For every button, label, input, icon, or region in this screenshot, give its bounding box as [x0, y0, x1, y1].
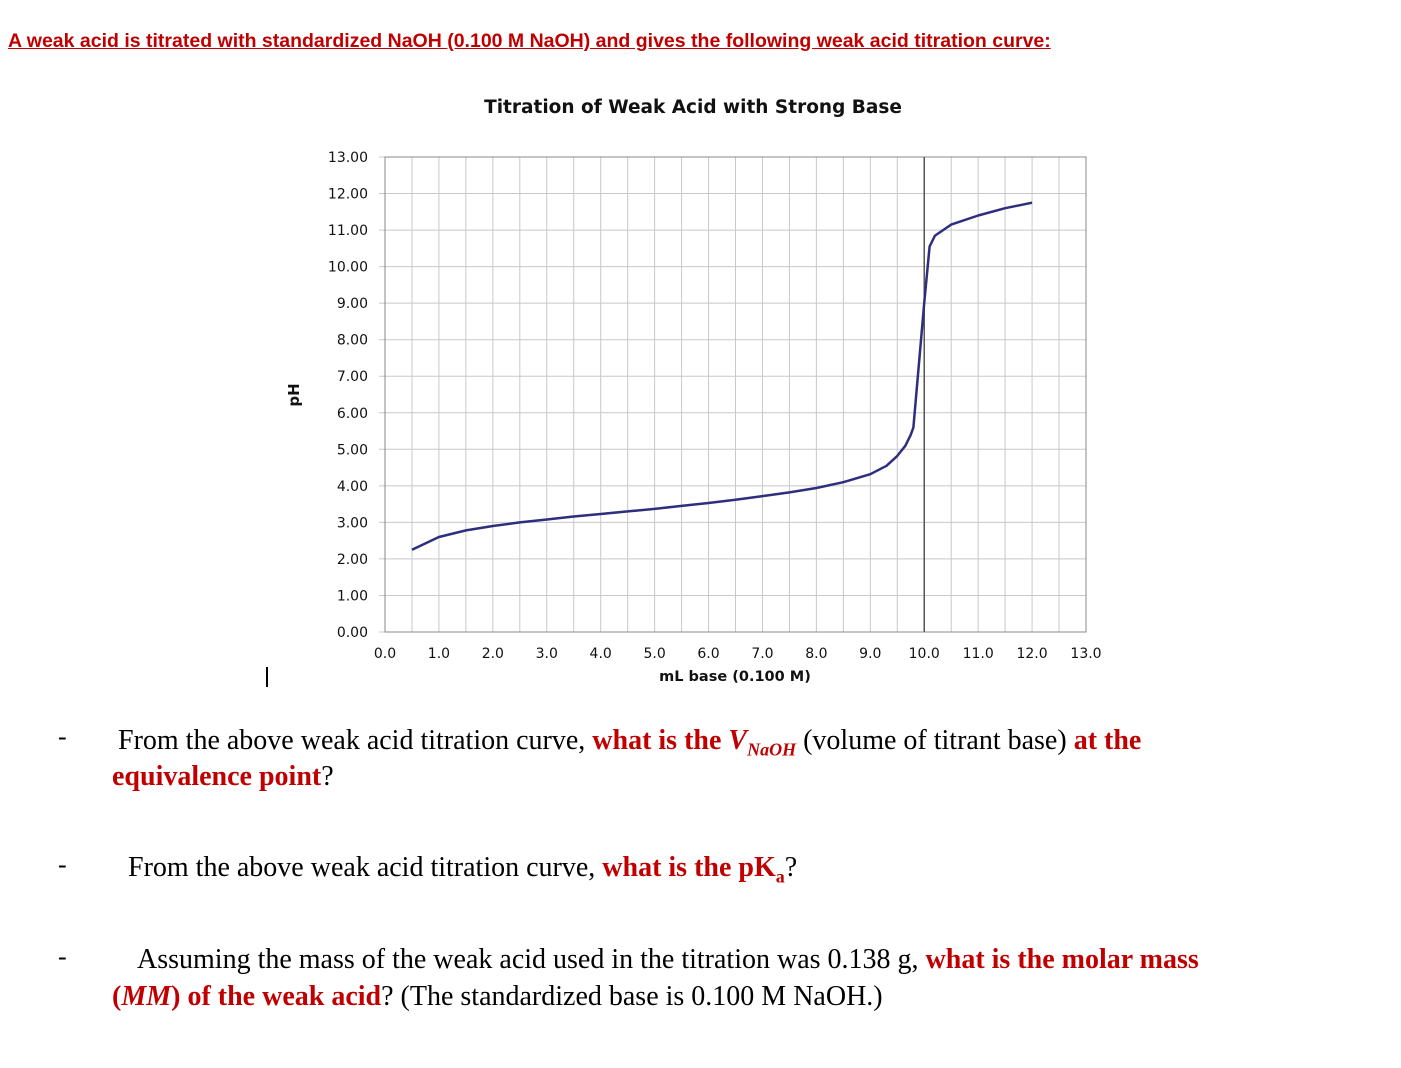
y-tick-label: 6.00: [337, 406, 368, 422]
question-3-line-1: Assuming the mass of the weak acid used …: [137, 942, 1199, 978]
y-tick-label: 2.00: [337, 552, 368, 568]
y-tick-label: 7.00: [337, 369, 368, 385]
x-tick-label: 10.0: [909, 646, 940, 662]
question-2-emphasis: what is the pK: [602, 852, 776, 883]
question-1-emphasis-2: at the: [1073, 725, 1142, 756]
question-1-text-3: ?: [321, 761, 334, 792]
question-3-text-2: ? (The standardized base is 0.100 M NaOH…: [381, 981, 883, 1012]
titration-curve: [411, 201, 1033, 551]
y-tick-label: 1.00: [337, 588, 368, 604]
y-tick-label: 4.00: [337, 479, 368, 495]
y-tick-label: 10.00: [328, 260, 368, 276]
question-3-emphasis: what is the molar mass: [925, 944, 1199, 975]
x-axis-label: mL base (0.100 M): [659, 669, 811, 685]
question-3-text: Assuming the mass of the weak acid used …: [137, 944, 926, 975]
x-tick-label: 2.0: [482, 646, 504, 662]
x-tick-label: 0.0: [374, 646, 396, 662]
question-1-line-1: From the above weak acid titration curve…: [118, 723, 1141, 768]
question-1-emphasis-3: equivalence point: [112, 761, 322, 792]
x-tick-label: 11.0: [963, 646, 994, 662]
y-tick-labels: 0.00 1.00 2.00 3.00 4.00 5.00 6.00 7.00 8.00 9.00…: [328, 150, 368, 641]
x-tick-label: 5.0: [643, 646, 665, 662]
y-axis-label: pH: [285, 383, 303, 406]
x-tick-label: 8.0: [805, 646, 827, 662]
question-3-mm: MM: [121, 981, 172, 1012]
y-tick-label: 12.00: [328, 187, 368, 203]
y-tick-label: 0.00: [337, 625, 368, 641]
question-2-text-2: ?: [784, 852, 798, 883]
text-cursor: [266, 667, 268, 687]
question-2-subscript: a: [775, 866, 785, 887]
v-subscript: NaOH: [747, 739, 797, 760]
question-1-emphasis: what is the: [592, 725, 729, 756]
bullet-dash-2: -: [58, 850, 67, 879]
x-tick-label: 9.0: [859, 646, 881, 662]
bullet-dash-3: -: [58, 942, 67, 971]
y-tick-label: 9.00: [337, 296, 368, 312]
x-tick-labels: 0.0 1.0 2.0 3.0 4.0 5.0 6.0 7.0 8.0 9.0 10.0 11.0 12…: [374, 646, 1102, 662]
question-1-text: From the above weak acid titration curve…: [118, 725, 593, 756]
y-tick-label: 3.00: [337, 515, 368, 531]
x-tick-label: 4.0: [590, 646, 612, 662]
bullet-dash-1: -: [58, 722, 67, 751]
x-tick-label: 6.0: [697, 646, 719, 662]
question-1-line-2: equivalence point?: [112, 759, 334, 795]
question-1-text-2: (volume of titrant base): [796, 725, 1074, 756]
y-tick-label: 11.00: [328, 223, 368, 239]
chart-grid: [379, 156, 1087, 633]
question-3-emphasis-2: ) of the weak acid: [171, 981, 382, 1012]
page-heading: A weak acid is titrated with standardize…: [8, 30, 1051, 52]
question-3-paren-open: (: [112, 981, 122, 1012]
question-3-line-2: (MM) of the weak acid? (The standardized…: [112, 979, 883, 1015]
question-2: From the above weak acid titration curve…: [128, 850, 797, 895]
y-tick-label: 8.00: [337, 333, 368, 349]
titration-chart: Titration of Weak Acid with Strong Base …: [285, 97, 1102, 685]
question-2-text: From the above weak acid titration curve…: [128, 852, 603, 883]
y-tick-label: 13.00: [328, 150, 368, 166]
chart-title: Titration of Weak Acid with Strong Base: [484, 97, 902, 118]
plot-border: [384, 156, 1087, 633]
v-symbol: V: [728, 725, 748, 756]
x-tick-label: 13.0: [1070, 646, 1101, 662]
x-tick-label: 1.0: [428, 646, 450, 662]
x-tick-label: 12.0: [1016, 646, 1047, 662]
x-tick-label: 3.0: [536, 646, 558, 662]
x-tick-label: 7.0: [751, 646, 773, 662]
y-tick-label: 5.00: [337, 442, 368, 458]
